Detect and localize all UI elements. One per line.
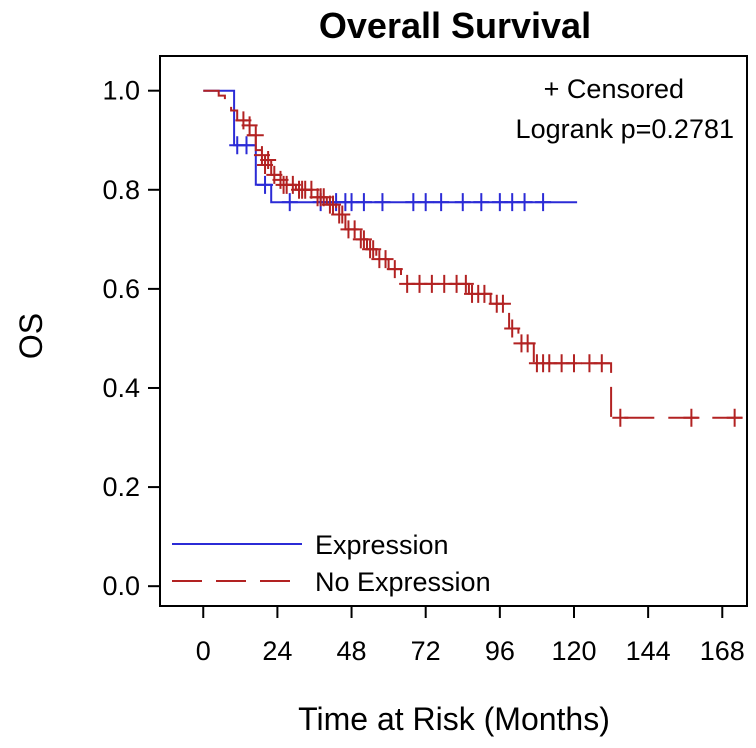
legend-label-no-expression: No Expression [315,567,491,597]
censor-mark [325,195,342,214]
censor-mark [355,230,372,249]
censor-mark [281,193,298,212]
censored-annotation: + Censored [544,74,684,104]
x-tick-label: 120 [551,636,596,666]
y-tick-label: 0.6 [102,274,140,304]
logrank-annotation: Logrank p=0.2781 [516,114,734,144]
censor-mark [247,126,264,145]
censor-mark [683,408,700,427]
censor-mark [355,193,372,212]
y-tick-label: 0.0 [102,571,140,601]
survival-curve-expression [203,89,578,204]
y-tick-label: 0.4 [102,373,140,403]
y-tick-label: 1.0 [102,76,140,106]
legend-label-expression: Expression [315,530,449,560]
censor-mark [565,354,582,373]
censor-mark [377,250,394,269]
x-tick-label: 24 [262,636,292,666]
x-axis-title: Time at Risk (Months) [298,701,610,737]
x-axis: 0 24 48 72 96 120 144 168 [196,606,745,666]
censor-mark [457,274,474,293]
censor-mark [386,260,403,279]
censor-mark [454,193,471,212]
censor-mark [365,240,382,259]
censor-mark [476,284,493,303]
censor-mark [726,408,743,427]
series-layer [203,89,747,427]
y-tick-label: 0.2 [102,472,140,502]
x-tick-label: 0 [196,636,211,666]
x-tick-label: 144 [626,636,671,666]
x-tick-label: 168 [700,636,745,666]
y-tick-label: 0.8 [102,175,140,205]
x-tick-label: 96 [485,636,515,666]
chart-title: Overall Survival [319,5,591,46]
series-no-expression [203,89,747,427]
censor-mark [374,193,391,212]
y-axis: 0.0 0.2 0.4 0.6 0.8 1.0 [102,76,160,601]
censor-mark [516,193,533,212]
censor-mark [433,193,450,212]
x-tick-label: 72 [411,636,441,666]
plot-frame [159,55,748,607]
series-expression [203,89,578,212]
censor-mark [494,294,511,313]
censor-mark [473,193,490,212]
legend: Expression No Expression [172,530,491,597]
censor-mark [417,193,434,212]
x-tick-label: 48 [337,636,367,666]
censor-mark [238,136,255,155]
censor-mark [334,205,351,224]
censor-mark [535,193,552,212]
censor-mark [346,220,363,239]
censor-mark [593,354,610,373]
y-axis-title: OS [13,313,49,359]
censor-mark [260,151,277,170]
censor-mark [241,116,258,135]
censor-mark [504,319,521,338]
censor-mark [519,334,536,353]
censor-mark [612,408,629,427]
censor-mark [257,156,274,175]
censor-mark [257,175,274,194]
